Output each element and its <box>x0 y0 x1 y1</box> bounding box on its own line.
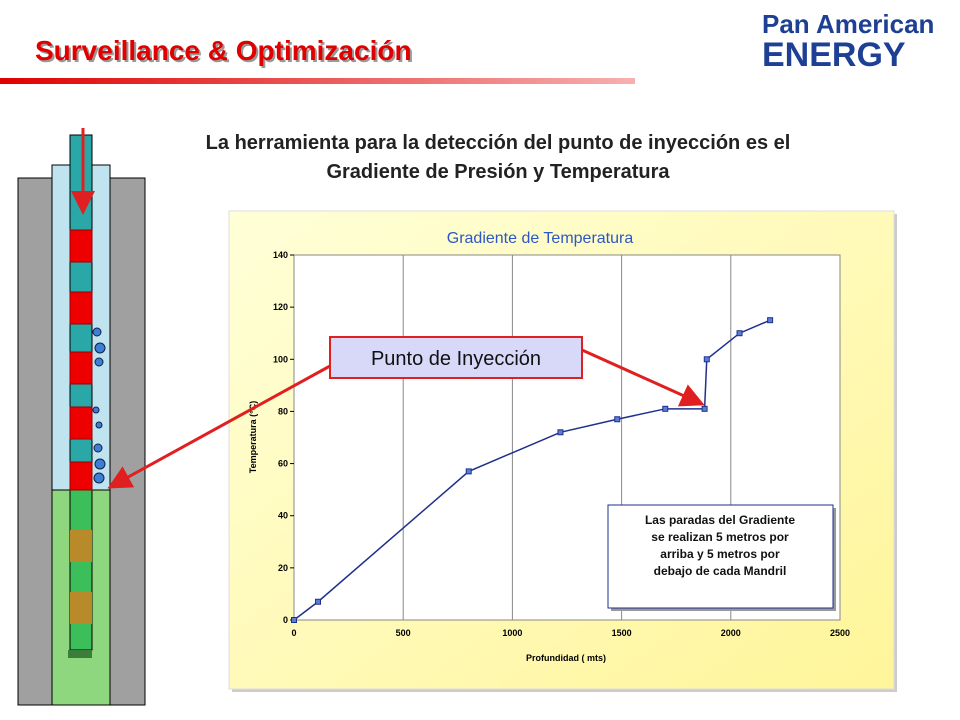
x-tick-label: 1500 <box>612 628 632 638</box>
callout: Punto de Inyección <box>371 348 541 370</box>
data-point <box>701 405 708 412</box>
slide-title: Surveillance & Optimización <box>35 35 412 66</box>
chart-title: Gradiente de Temperatura <box>447 230 634 247</box>
x-tick-label: 2500 <box>830 628 850 638</box>
data-point <box>614 416 621 423</box>
logo-top: Pan American <box>762 9 934 39</box>
subtitle: La herramienta para la detección del pun… <box>206 132 791 154</box>
subtitle: Gradiente de Presión y Temperatura <box>326 161 670 183</box>
title-rule <box>0 78 635 84</box>
data-point <box>736 330 743 337</box>
arrow <box>107 364 331 489</box>
data-point <box>703 356 710 363</box>
data-point <box>315 598 322 605</box>
x-tick-label: 2000 <box>721 628 741 638</box>
y-tick-label: 20 <box>278 563 288 573</box>
data-point <box>291 617 297 623</box>
x-tick-label: 500 <box>396 628 411 638</box>
y-tick-label: 80 <box>278 406 288 416</box>
note-line: arriba y 5 metros por <box>660 547 780 561</box>
y-tick-label: 0 <box>283 615 288 625</box>
y-tick-label: 140 <box>273 250 288 260</box>
well-diagram <box>17 128 146 706</box>
x-tick-label: 1000 <box>502 628 522 638</box>
note-line: Las paradas del Gradiente <box>645 513 795 527</box>
y-axis-label: Temperatura (°C) <box>248 401 258 473</box>
y-tick-label: 40 <box>278 511 288 521</box>
x-tick-label: 0 <box>291 628 296 638</box>
note: Las paradas del Gradiente se realizan 5 m… <box>645 513 795 578</box>
arrow <box>581 348 705 407</box>
y-tick-label: 120 <box>273 302 288 312</box>
note-box <box>607 504 834 609</box>
data-line <box>293 319 771 621</box>
data-point <box>465 468 472 475</box>
data-point <box>662 405 669 412</box>
title-shadow: Surveillance & Optimización <box>37 37 414 68</box>
y-tick-label: 100 <box>273 354 288 364</box>
y-tick-label: 60 <box>278 459 288 469</box>
x-axis-label: Profundidad ( mts) <box>526 653 606 663</box>
data-point <box>767 317 774 324</box>
callout-box <box>329 336 583 379</box>
note-line: se realizan 5 metros por <box>651 530 789 544</box>
note-line: debajo de cada Mandril <box>654 564 787 578</box>
data-point <box>557 429 564 436</box>
logo-bottom: ENERGY <box>762 36 906 74</box>
